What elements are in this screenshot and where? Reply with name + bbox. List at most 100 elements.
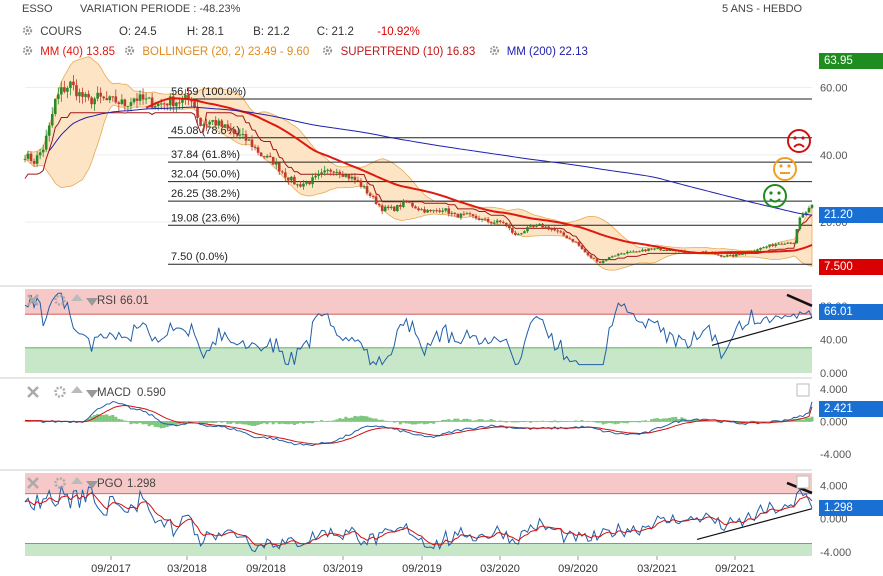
macd-histogram-bar	[392, 421, 396, 423]
candle-body	[523, 231, 526, 234]
candle-body	[172, 96, 175, 107]
macd-histogram-bar	[356, 416, 360, 422]
macd-histogram-bar	[117, 418, 121, 422]
pgo-value: 1.298	[127, 478, 156, 490]
macd-histogram-bar	[465, 418, 469, 422]
candle-body	[514, 232, 517, 235]
candle-body	[217, 120, 221, 126]
candle-body	[120, 99, 124, 104]
macd-histogram-bar	[510, 421, 514, 423]
candle-body	[586, 252, 590, 256]
macd-histogram-bar	[96, 414, 100, 422]
macd-histogram-bar	[653, 418, 657, 422]
fib-label: 32.04 (50.0%)	[171, 169, 240, 181]
x-tick-label: 09/2018	[246, 563, 286, 575]
candle-body	[341, 174, 345, 177]
candle-body	[574, 241, 578, 243]
legend-row-2: MM (40) 13.85 BOLLINGER (20, 2) 23.49 - …	[22, 45, 588, 58]
candle-body	[229, 128, 233, 131]
candle-body	[153, 106, 157, 108]
candle-body	[244, 134, 248, 141]
macd-histogram-bar	[87, 418, 91, 422]
period-label[interactable]: 5 ANS - HEBDO	[722, 3, 803, 15]
macd-histogram-bar	[420, 421, 424, 424]
macd-histogram-bar	[208, 421, 212, 423]
macd-histogram-bar	[229, 421, 233, 424]
macd-histogram-bar	[441, 419, 445, 422]
macd-histogram-bar	[480, 419, 484, 422]
macd-histogram-bar	[453, 418, 457, 422]
macd-histogram-bar	[447, 419, 451, 422]
rsi-line	[24, 292, 813, 366]
macd-histogram-bar	[350, 417, 354, 422]
candle-body	[517, 234, 520, 236]
candle-body	[362, 186, 366, 188]
candle-body	[495, 220, 499, 223]
price-tick-label: 40.00	[820, 150, 848, 162]
macd-histogram-bar	[456, 418, 460, 422]
cours-gear-icon[interactable]	[22, 25, 37, 38]
candle-body	[595, 258, 599, 262]
x-tick-label: 09/2019	[402, 563, 442, 575]
macd-histogram-bar	[804, 417, 808, 422]
candle-body	[205, 124, 208, 126]
change-value: -10.92%	[377, 26, 420, 38]
candle-body	[562, 232, 566, 236]
candle-body	[789, 242, 793, 244]
candle-body	[141, 94, 145, 100]
face-mouth	[793, 143, 805, 148]
candle-body	[162, 103, 166, 105]
candle-body	[786, 242, 790, 244]
candle-body	[483, 218, 487, 220]
candle-body	[165, 103, 169, 106]
candle-body	[477, 218, 481, 220]
macd-histogram-bar	[801, 419, 805, 422]
macd-histogram-bar	[380, 419, 384, 422]
candle-body	[208, 121, 211, 125]
pgo-up-icon	[71, 477, 83, 484]
macd-histogram-bar	[616, 421, 620, 424]
candle-body	[293, 176, 296, 185]
candle-body	[635, 251, 638, 253]
macd-histogram-bar	[338, 418, 342, 422]
candle-body	[553, 228, 557, 231]
pgo-close-icon	[27, 477, 39, 489]
macd-close-icon	[27, 386, 39, 398]
macd-histogram-bar	[241, 421, 245, 425]
macd-label: MACD	[97, 387, 131, 399]
macd-histogram-bar	[716, 421, 720, 423]
macd-header	[27, 386, 98, 398]
rsi-close-icon	[27, 294, 39, 306]
pgo-header	[27, 477, 98, 489]
pgo-support-line	[696, 508, 813, 540]
candle-body	[728, 254, 732, 256]
candle-body	[592, 257, 596, 259]
macd-histogram-bar	[395, 421, 399, 423]
candle-body	[187, 95, 190, 99]
candle-body	[577, 241, 581, 246]
candle-body	[335, 171, 339, 173]
candle-body	[441, 210, 445, 212]
candle-body	[253, 146, 257, 148]
candle-body	[53, 98, 57, 115]
macd-histogram-bar	[601, 421, 605, 425]
bollinger-gear-icon[interactable]	[124, 45, 139, 58]
macd-histogram-bar	[580, 420, 584, 422]
macd-histogram-bar	[498, 420, 502, 422]
sad-face-icon	[787, 129, 811, 153]
macd-histogram-bar	[468, 419, 472, 422]
mm40-label: MM (40) 13.85	[40, 46, 115, 58]
mm40-gear-icon[interactable]	[22, 45, 37, 58]
candle-body	[653, 248, 656, 250]
candle-body	[744, 253, 747, 255]
candle-body	[50, 114, 54, 126]
supertrend-gear-icon[interactable]	[322, 45, 337, 58]
macd-histogram-bar	[559, 420, 563, 422]
candle-body	[689, 253, 693, 255]
macd-tick-label: -4.000	[820, 449, 851, 461]
mm200-gear-icon[interactable]	[489, 45, 504, 58]
candle-body	[701, 251, 705, 253]
macd-histogram-bar	[756, 421, 760, 423]
macd-histogram-bar	[383, 420, 387, 422]
